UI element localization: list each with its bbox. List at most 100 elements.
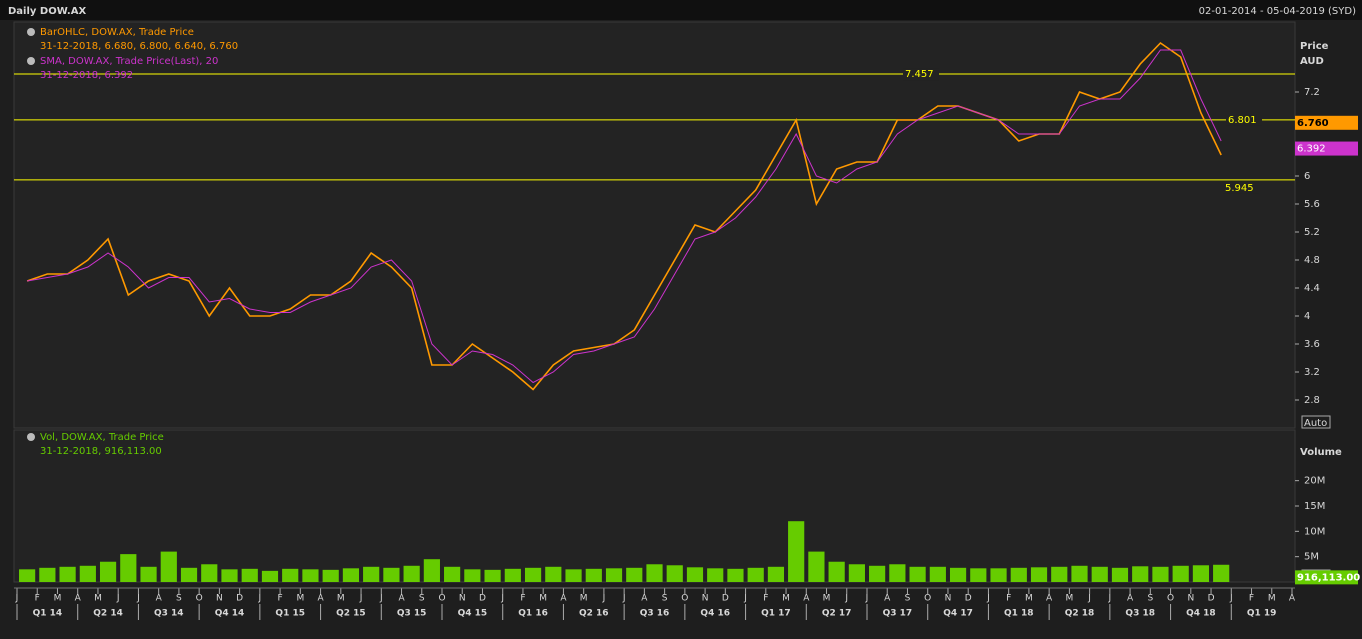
volume-bar xyxy=(383,567,400,582)
quarter-label: Q2 17 xyxy=(822,609,852,619)
legend-entry: BarOHLC, DOW.AX, Trade Price xyxy=(40,27,194,38)
volume-bar xyxy=(342,568,360,582)
volume-bar xyxy=(59,566,76,582)
x-tick-label: F xyxy=(520,594,525,604)
x-tick-label: A xyxy=(884,594,891,604)
x-tick-label: J xyxy=(986,594,990,604)
volume-bar xyxy=(990,568,1007,582)
volume-bar xyxy=(808,551,825,582)
x-tick-label: O xyxy=(1167,594,1174,604)
volume-bar xyxy=(767,566,785,582)
volume-bar xyxy=(747,567,764,582)
x-tick-label: F xyxy=(763,594,768,604)
x-tick-label: S xyxy=(1147,594,1153,604)
scale-label[interactable]: Auto xyxy=(1304,418,1327,429)
x-tick-label: A xyxy=(317,594,324,604)
x-tick-label: S xyxy=(176,594,182,604)
quarter-label: Q1 17 xyxy=(761,609,791,619)
quarter-label: Q2 15 xyxy=(336,609,366,619)
quarter-label: Q1 14 xyxy=(33,609,63,619)
x-tick-label: D xyxy=(236,594,243,604)
y-tick-label: 3.2 xyxy=(1304,367,1320,378)
y-axis-title: Price xyxy=(1300,41,1329,52)
x-tick-label: N xyxy=(216,594,223,604)
x-tick-label: J xyxy=(1108,594,1112,604)
scale-box[interactable] xyxy=(1301,415,1331,429)
x-tick-label: D xyxy=(479,594,486,604)
volume-bar xyxy=(828,561,845,582)
last-value-label: 916,113.00 xyxy=(1297,572,1360,583)
quarter-label: Q2 18 xyxy=(1065,609,1095,619)
x-tick-label: M xyxy=(94,594,102,604)
volume-bar xyxy=(869,565,886,582)
x-tick-label: J xyxy=(602,594,606,604)
x-tick-label: O xyxy=(196,594,203,604)
x-tick-label: A xyxy=(156,594,163,604)
volume-bar xyxy=(444,566,461,582)
x-tick-label: S xyxy=(419,594,425,604)
legend-entry: SMA, DOW.AX, Trade Price(Last), 20 xyxy=(40,56,218,67)
last-value-box xyxy=(1295,141,1358,156)
x-tick-label: D xyxy=(1208,594,1215,604)
y-tick-label: 5.6 xyxy=(1304,199,1320,210)
x-tick-label: M xyxy=(54,594,62,604)
volume-bar xyxy=(282,568,299,582)
x-tick-label: F xyxy=(278,594,283,604)
x-tick-label: M xyxy=(539,594,547,604)
x-tick-label: F xyxy=(1006,594,1011,604)
volume-bar xyxy=(1152,566,1169,582)
x-tick-label: F xyxy=(1249,594,1254,604)
x-tick-label: J xyxy=(865,594,869,604)
volume-bar xyxy=(646,564,663,582)
x-tick-label: N xyxy=(1187,594,1194,604)
legend-icon xyxy=(27,57,35,65)
volume-bar xyxy=(180,567,198,582)
volume-bar xyxy=(1010,567,1027,582)
price-panel xyxy=(13,21,1296,429)
x-tick-label: J xyxy=(1229,594,1233,604)
last-value-label: 6.392 xyxy=(1297,144,1326,155)
header-bar xyxy=(0,0,1362,20)
y-axis-title: Volume xyxy=(1300,447,1342,458)
last-value-label: 6.760 xyxy=(1297,118,1329,129)
quarter-label: Q1 19 xyxy=(1247,609,1277,619)
volume-bar xyxy=(504,568,521,582)
volume-bar xyxy=(261,570,279,582)
level-label-bg xyxy=(1223,181,1259,194)
volume-bar xyxy=(686,567,704,582)
volume-bar xyxy=(464,569,481,582)
volume-bar xyxy=(585,568,602,582)
legend-entry: Vol, DOW.AX, Trade Price xyxy=(40,432,164,443)
x-tick-label: A xyxy=(75,594,82,604)
x-tick-label: J xyxy=(743,594,747,604)
volume-bar xyxy=(1091,566,1108,582)
price-line xyxy=(26,41,1222,391)
x-tick-label: A xyxy=(803,594,810,604)
volume-bar xyxy=(403,565,420,582)
volume-bar xyxy=(970,568,987,582)
x-tick-label: M xyxy=(296,594,304,604)
volume-bar xyxy=(889,564,906,582)
legend-detail: 31-12-2018, 916,113.00 xyxy=(40,446,162,457)
x-tick-label: J xyxy=(1087,594,1091,604)
legend-detail: 31-12-2018, 6.680, 6.800, 6.640, 6.760 xyxy=(40,41,238,52)
x-tick-label: M xyxy=(337,594,345,604)
x-tick-label: M xyxy=(1268,594,1276,604)
volume-bar xyxy=(909,566,926,582)
last-value-box xyxy=(1295,570,1358,585)
volume-bar xyxy=(302,569,319,582)
x-tick-label: J xyxy=(15,594,19,604)
sma-line xyxy=(27,49,1222,384)
x-tick-label: S xyxy=(662,594,668,604)
volume-bar xyxy=(1172,565,1189,582)
level-label-bg xyxy=(903,68,939,81)
volume-bar xyxy=(140,566,157,582)
quarter-label: Q1 18 xyxy=(1004,609,1034,619)
y-tick-label: 5.2 xyxy=(1304,227,1320,238)
volume-bar xyxy=(1071,565,1088,582)
x-tick-label: N xyxy=(459,594,466,604)
quarter-label: Q4 15 xyxy=(458,609,488,619)
x-tick-label: M xyxy=(823,594,831,604)
